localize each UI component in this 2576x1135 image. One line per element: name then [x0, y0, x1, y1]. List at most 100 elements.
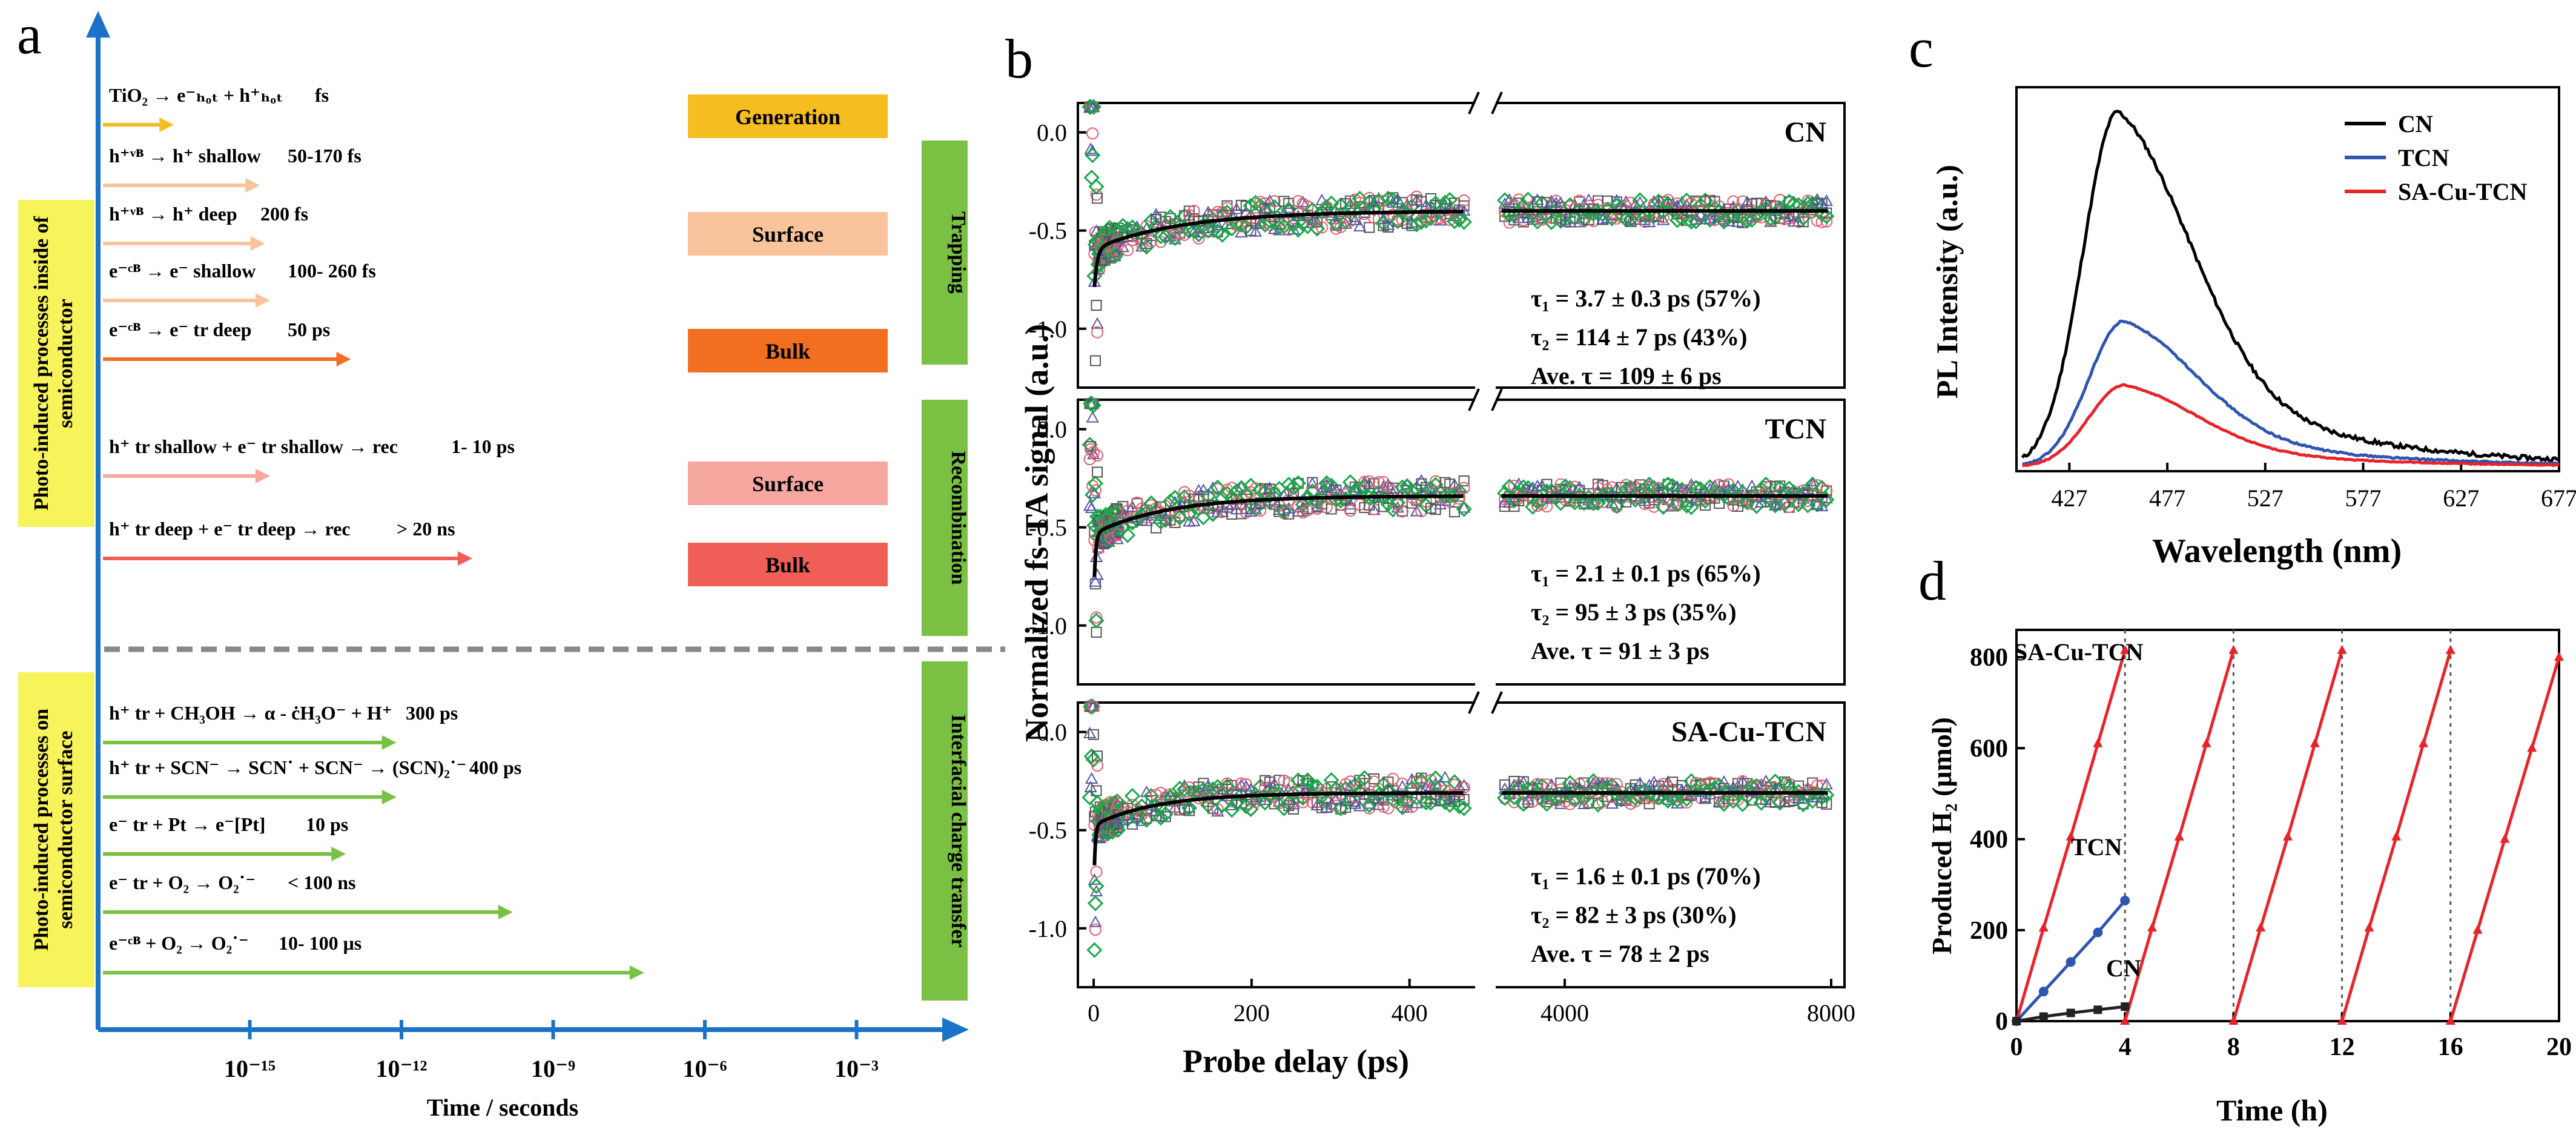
panel-c-xtick-label: 627	[2443, 485, 2479, 512]
panel-b-point-square	[1117, 501, 1129, 512]
panel-b-point-triangle	[1348, 213, 1362, 225]
panel-c-xlabel: Wavelength (nm)	[2152, 532, 2402, 570]
panel-a-box-label: Surface	[752, 472, 824, 496]
panel-a-process-arrowhead	[255, 293, 270, 308]
panel-a-band-label: Recombination	[947, 451, 969, 585]
panel-b-point-triangle	[1282, 201, 1295, 213]
panel-b-point-diamond	[1181, 799, 1197, 816]
panel-b-point-triangle	[1287, 798, 1300, 810]
panel-d-point	[2093, 1005, 2102, 1014]
panel-a-process-arrowhead	[159, 117, 174, 132]
panel-b-point-triangle	[1135, 814, 1149, 826]
panel-b-point-triangle	[1086, 411, 1099, 423]
panel-b-point-triangle	[1215, 505, 1229, 517]
panel-b-point-diamond	[1418, 794, 1435, 811]
panel-b-point-diamond	[1501, 478, 1518, 495]
panel-a-band	[922, 661, 968, 1001]
panel-b-point-triangle	[1820, 492, 1834, 504]
panel-b-point-diamond	[1082, 789, 1098, 806]
panel-b-point-triangle	[1587, 496, 1600, 508]
panel-b-ylabel: Normalized fs-TA signal (a.u.)	[1019, 324, 1055, 742]
panel-b-point-triangle	[1244, 505, 1258, 517]
panel-a-box	[688, 462, 888, 505]
panel-b-point-triangle	[1084, 781, 1097, 793]
panel-b-point-triangle	[1694, 208, 1708, 220]
panel-b-point-triangle	[1666, 500, 1679, 512]
panel-d-point	[2337, 1016, 2347, 1025]
panel-b-stat: Ave. τ = 109 ± 6 ps	[1531, 362, 1722, 389]
panel-b-point-triangle	[1573, 480, 1586, 492]
panel-b-point-diamond	[1300, 489, 1316, 505]
panel-a: 10⁻¹⁵ 10⁻¹² 10⁻⁹ 10⁻⁶ 10⁻³ Photo-induced proc…	[18, 11, 1005, 1121]
panel-b-point-triangle	[1438, 770, 1452, 783]
panel-b-point-triangle	[1253, 497, 1267, 509]
panel-b-stat: τ₁ = 3.7 ± 0.3 ps (57%)	[1531, 285, 1761, 312]
panel-b-break-mark	[1491, 691, 1503, 714]
panel-d-point	[2527, 743, 2537, 752]
panel-b-point-triangle	[1657, 213, 1670, 225]
panel-b-point-diamond	[1138, 239, 1155, 255]
panel-b-point-triangle	[1211, 805, 1224, 817]
panel-b-break-mark	[1468, 388, 1480, 411]
panel-a-process-label: h⁺ tr + CH₃OH → α - ċH₃O⁻ + H⁺	[109, 702, 392, 724]
panel-b-point-diamond	[1228, 483, 1245, 500]
panel-a-process-label: e⁻ᶜᴮ → e⁻ tr deep	[109, 319, 251, 340]
panel-a-process-label: h⁺ tr shallow + e⁻ tr shallow → rec	[109, 435, 398, 457]
panel-d-ytick-label: 400	[1970, 826, 2008, 854]
panel-d-xtick-label: 12	[2330, 1033, 2355, 1061]
panel-a-process-arrowhead	[245, 178, 260, 193]
panel-b-point-circle	[1458, 781, 1470, 794]
panel-a-box-label: Bulk	[765, 339, 810, 363]
panel-b-point-diamond	[1214, 227, 1230, 243]
panel-b-point-circle	[1089, 924, 1101, 936]
panel-b-point-circle	[1429, 475, 1442, 488]
panel-d-xtick-label: 4	[2119, 1033, 2132, 1061]
panel-a-process-arrowhead	[250, 236, 265, 251]
panel-b-point-triangle	[1554, 797, 1568, 809]
panel-c-ylabel: PL Intensity (a.u.)	[1930, 165, 1964, 399]
panel-b-point-square	[1088, 729, 1099, 740]
panel-b-fit-line	[1092, 210, 1464, 288]
panel-a-side-label-box	[18, 672, 94, 987]
panel-b-point-circle	[1090, 611, 1103, 624]
panel-a-process-time: 10 ps	[306, 813, 348, 835]
panel-a-process-label: h⁺ᵛᴮ → h⁺ shallow	[109, 145, 261, 167]
panel-b-point-diamond	[1636, 783, 1653, 799]
panel-b-point-diamond	[1085, 147, 1101, 164]
panel-b-point-triangle	[1717, 775, 1731, 787]
panel-a-xtick-label: 10⁻⁹	[531, 1055, 575, 1082]
panel-b-ytick-label: -0.5	[1029, 817, 1067, 844]
panel-b-point-triangle	[1135, 240, 1149, 252]
panel-d-ytick-label: 600	[1970, 735, 2008, 763]
panel-a-process-arrowhead	[255, 469, 270, 483]
panel-a-process-label: e⁻ tr + O₂ → O₂˙⁻	[109, 872, 256, 893]
panel-c-xtick-label: 577	[2345, 485, 2382, 512]
panel-a-process-time: 50-170 fs	[288, 145, 362, 167]
panel-b-point-triangle	[1376, 791, 1390, 803]
panel-b-point-diamond	[1456, 501, 1472, 517]
panel-b-point-triangle	[1457, 779, 1471, 791]
panel-a-process-time: 300 ps	[406, 702, 458, 724]
panel-b-point-triangle	[1211, 218, 1224, 230]
panel-b-point-triangle	[1815, 500, 1829, 512]
panel-d-xtick-label: 20	[2546, 1033, 2572, 1061]
panel-d-point	[2120, 1016, 2130, 1025]
panel-b-point-circle	[1315, 221, 1328, 234]
panel-a-process-time: 10- 100 μs	[279, 932, 362, 954]
panel-b-point-diamond	[1590, 796, 1607, 813]
panel-b-point-diamond	[1124, 788, 1141, 804]
panel-b-ytick-label: -1.0	[1029, 316, 1067, 343]
panel-c-xtick-label: 427	[2051, 485, 2087, 512]
panel-a-process-arrowhead	[498, 905, 513, 919]
panel-c-series-line	[2022, 319, 2560, 466]
panel-b-point-triangle	[1111, 815, 1125, 827]
panel-c-xtick-label: 677	[2541, 485, 2576, 512]
panel-b-point-triangle	[1310, 501, 1324, 513]
panel-b-break-mark	[1468, 691, 1480, 714]
panel-d-point	[2093, 927, 2103, 938]
panel-a-box-label: Generation	[735, 105, 841, 129]
panel-b: 0.0 -0.5 -1.0 CN τ₁ = 3.7 ± 0.3 ps (57%) τ₂ =…	[1019, 91, 1855, 1079]
panel-b-point-square	[1091, 626, 1102, 638]
panel-d-point	[2228, 1016, 2239, 1025]
